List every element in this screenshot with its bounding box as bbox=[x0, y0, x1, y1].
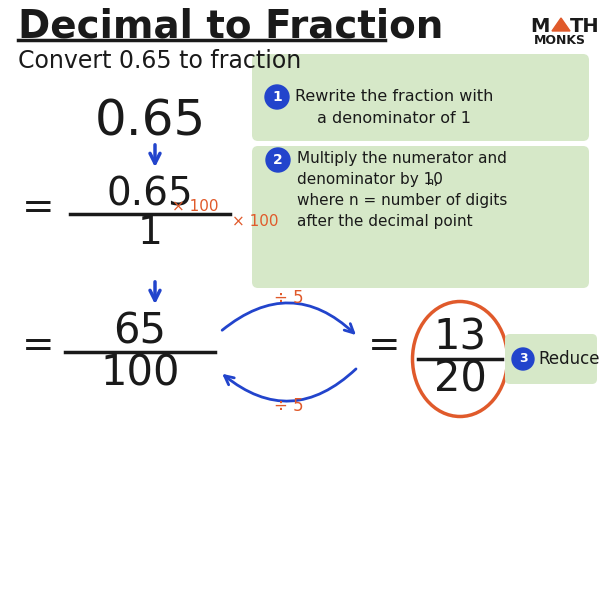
Text: 100: 100 bbox=[100, 352, 180, 394]
Text: =: = bbox=[368, 327, 401, 365]
Text: Convert 0.65 to fraction: Convert 0.65 to fraction bbox=[18, 49, 301, 73]
Text: ÷ 5: ÷ 5 bbox=[274, 397, 304, 415]
Text: 0.65: 0.65 bbox=[95, 97, 206, 145]
Polygon shape bbox=[552, 18, 570, 31]
Text: ,: , bbox=[434, 172, 439, 187]
Text: ÷ 5: ÷ 5 bbox=[274, 289, 304, 307]
Text: 1: 1 bbox=[137, 214, 163, 252]
Text: denominator by 10: denominator by 10 bbox=[297, 172, 443, 187]
Text: where n = number of digits: where n = number of digits bbox=[297, 193, 508, 208]
Text: 3: 3 bbox=[518, 353, 527, 365]
Text: Decimal to Fraction: Decimal to Fraction bbox=[18, 7, 443, 45]
Text: 65: 65 bbox=[113, 310, 167, 352]
FancyBboxPatch shape bbox=[252, 54, 589, 141]
Text: Reduce: Reduce bbox=[538, 350, 599, 368]
Text: MONKS: MONKS bbox=[534, 34, 586, 47]
Text: 2: 2 bbox=[273, 153, 283, 167]
Circle shape bbox=[266, 148, 290, 172]
Text: × 100: × 100 bbox=[172, 199, 218, 214]
Text: TH: TH bbox=[570, 17, 599, 36]
Text: after the decimal point: after the decimal point bbox=[297, 214, 473, 229]
Text: 1: 1 bbox=[272, 90, 282, 104]
Circle shape bbox=[265, 85, 289, 109]
Text: Multiply the numerator and: Multiply the numerator and bbox=[297, 151, 507, 166]
Text: 13: 13 bbox=[433, 317, 487, 359]
Text: 20: 20 bbox=[434, 359, 487, 401]
Text: × 100: × 100 bbox=[232, 214, 278, 229]
Text: M: M bbox=[530, 17, 550, 36]
Text: Rewrite the fraction with
a denominator of 1: Rewrite the fraction with a denominator … bbox=[295, 89, 493, 126]
FancyBboxPatch shape bbox=[252, 146, 589, 288]
Text: =: = bbox=[22, 327, 55, 365]
Circle shape bbox=[512, 348, 534, 370]
Text: n: n bbox=[427, 177, 434, 187]
FancyBboxPatch shape bbox=[505, 334, 597, 384]
Text: =: = bbox=[22, 189, 55, 227]
Text: 0.65: 0.65 bbox=[107, 176, 193, 214]
